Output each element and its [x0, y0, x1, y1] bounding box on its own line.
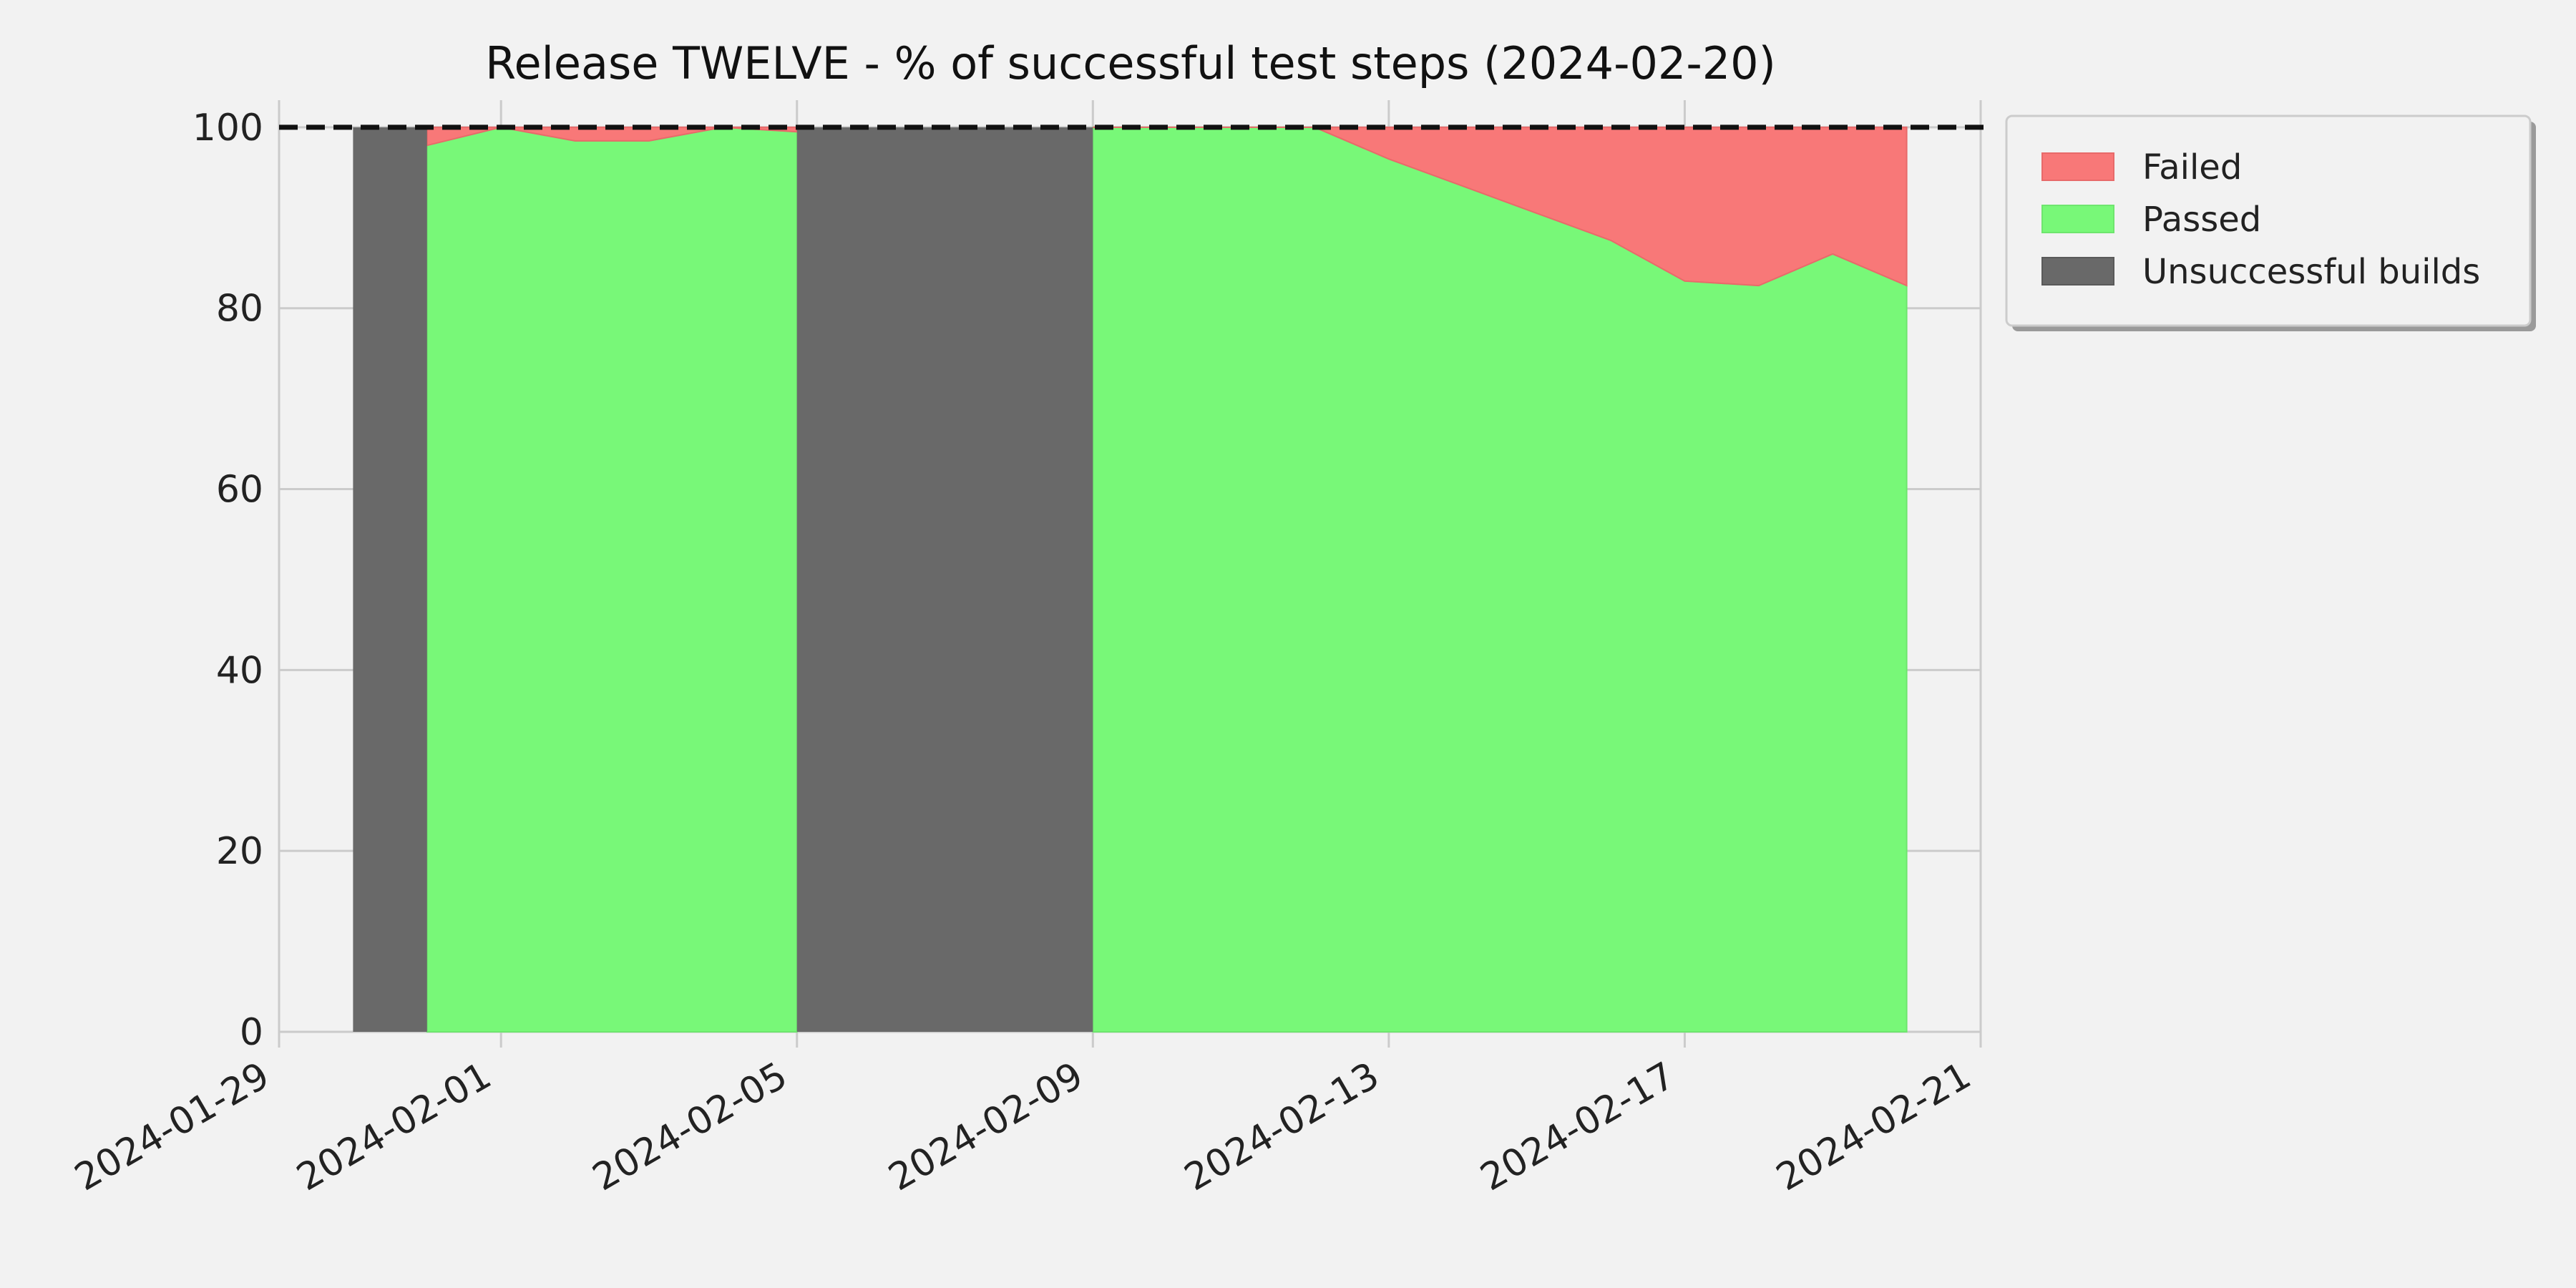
legend: Failed Passed Unsuccessful builds: [2005, 114, 2536, 331]
legend-label: Failed: [2142, 147, 2242, 187]
x-tick-label: 2024-02-05: [586, 1054, 795, 1199]
y-axis-ticks: 0 20 40 60 80 100: [192, 107, 263, 1054]
legend-swatch: [2041, 205, 2114, 233]
unsuccessful-build-span: [796, 127, 1093, 1032]
x-tick-label: 2024-02-09: [882, 1054, 1091, 1199]
x-tick-label: 2024-02-17: [1473, 1054, 1682, 1199]
chart-title: Release TWELVE - % of successful test st…: [485, 37, 1776, 89]
y-tick-label: 80: [216, 288, 263, 331]
legend-label: Passed: [2142, 200, 2261, 240]
unsuccessful-build-span: [353, 127, 427, 1032]
x-tick-label: 2024-02-21: [1770, 1054, 1979, 1199]
x-axis-ticks: 2024-01-29 2024-02-01 2024-02-05 2024-02-09…: [68, 1054, 1979, 1199]
legend-swatch: [2041, 152, 2114, 181]
y-tick-label: 40: [216, 649, 263, 692]
y-tick-label: 100: [192, 107, 263, 150]
legend-box: [2005, 114, 2532, 327]
y-tick-label: 0: [240, 1011, 263, 1054]
series-passed-area: [426, 126, 798, 1033]
x-tick-label: 2024-02-01: [290, 1054, 499, 1199]
legend-label: Unsuccessful builds: [2142, 252, 2480, 292]
x-tick-label: 2024-01-29: [68, 1054, 277, 1199]
plot-areas: [353, 126, 1908, 1033]
x-tick-label: 2024-02-13: [1178, 1054, 1387, 1199]
y-tick-label: 20: [216, 830, 263, 873]
y-tick-label: 60: [216, 469, 263, 512]
legend-swatch: [2041, 257, 2114, 286]
